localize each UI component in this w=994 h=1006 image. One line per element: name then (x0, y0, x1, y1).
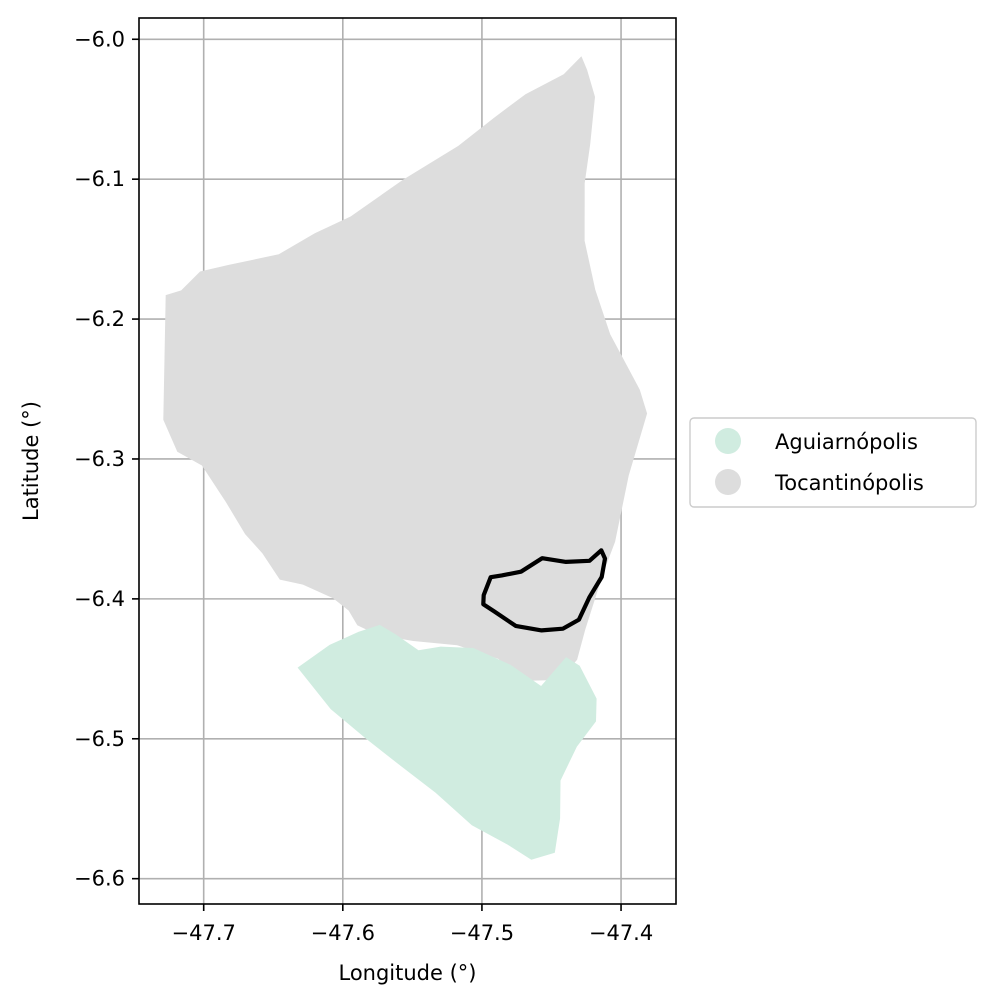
region-aguiarnopolis (297, 624, 597, 860)
y-tick-label: −6.2 (74, 307, 125, 331)
x-tick-label: −47.7 (172, 921, 236, 945)
legend-marker (715, 428, 741, 454)
region-tocantinopolis (163, 56, 648, 682)
y-axis-label: Latitude (°) (19, 401, 43, 521)
y-tick-label: −6.1 (74, 167, 125, 191)
y-tick-label: −6.3 (74, 447, 125, 471)
legend-box (689, 417, 977, 508)
x-tick-label: −47.5 (450, 921, 514, 945)
plot-frame (138, 17, 677, 905)
map-regions (163, 56, 648, 860)
highlight-outline (481, 548, 608, 633)
y-tick-label: −6.0 (74, 27, 125, 51)
y-tick-label: −6.5 (74, 727, 125, 751)
axis-ticks: −47.7 −47.6 −47.5 −47.4 −6.0 −6.1 −6.2 −6.3 −6.4… (74, 27, 653, 945)
x-axis-label: Longitude (°) (338, 961, 476, 985)
highlight-outline-layer (481, 548, 608, 633)
y-tick-label: −6.6 (74, 867, 125, 891)
legend-entries: Aguiarnópolis Tocantinópolis (715, 428, 924, 495)
legend-label: Aguiarnópolis (775, 430, 918, 454)
legend: Aguiarnópolis Tocantinópolis (689, 417, 977, 508)
legend-label: Tocantinópolis (774, 471, 924, 495)
legend-marker (715, 469, 741, 495)
x-tick-label: −47.6 (311, 921, 375, 945)
x-tick-label: −47.4 (589, 921, 653, 945)
y-tick-label: −6.4 (74, 587, 125, 611)
